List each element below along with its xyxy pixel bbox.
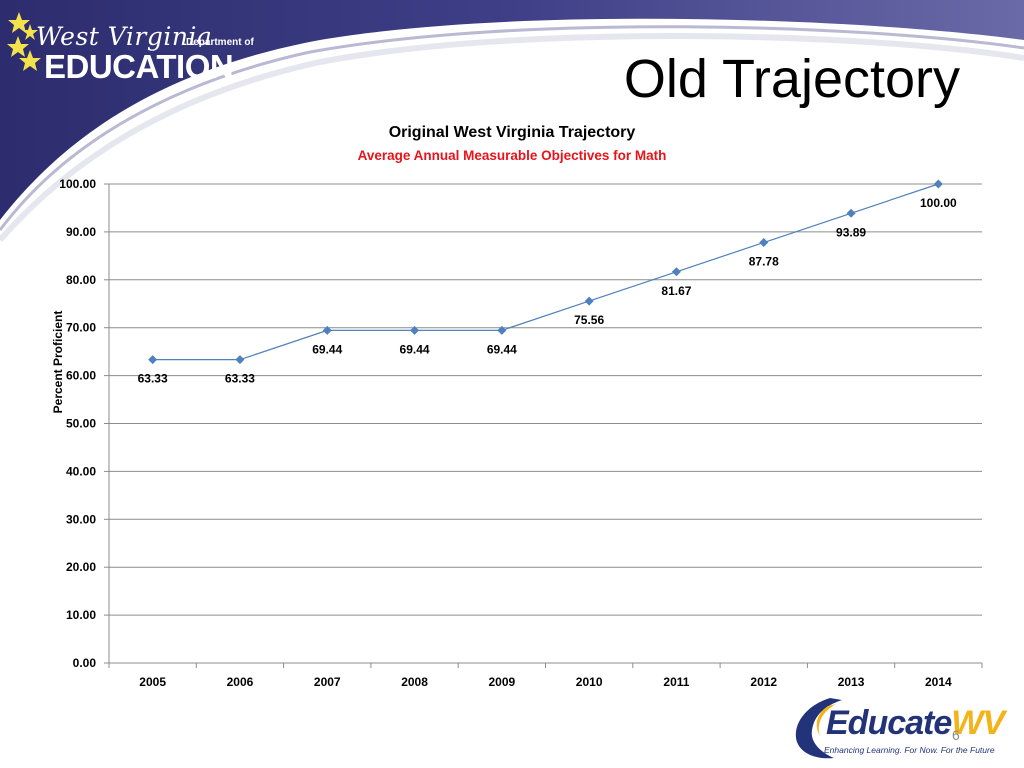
data-point xyxy=(933,179,943,189)
data-label: 100.00 xyxy=(920,196,957,210)
data-point xyxy=(410,325,420,335)
y-tick-label: 0.00 xyxy=(73,656,97,670)
page-number: 6 xyxy=(952,727,960,743)
x-tick-label: 2011 xyxy=(663,675,689,689)
data-point xyxy=(759,238,769,248)
y-tick-label: 10.00 xyxy=(66,608,96,622)
wv-word: WV xyxy=(951,704,1005,742)
x-tick-label: 2008 xyxy=(401,675,428,689)
data-label: 69.44 xyxy=(400,342,430,356)
data-label: 63.33 xyxy=(225,372,255,386)
series-line xyxy=(152,183,939,361)
series-math xyxy=(148,179,943,365)
y-tick-label: 90.00 xyxy=(66,225,96,239)
axes xyxy=(104,183,983,668)
educate-wv-wordmark: EducateWV xyxy=(826,704,1005,743)
y-tick-label: 100.00 xyxy=(59,177,96,191)
y-tick-label: 70.00 xyxy=(66,321,96,335)
x-tick-label: 2005 xyxy=(139,675,166,689)
slide-title: Old Trajectory xyxy=(623,49,960,109)
data-label: 93.89 xyxy=(836,225,866,239)
x-tick-label: 2013 xyxy=(838,675,865,689)
y-tick-label: 50.00 xyxy=(66,417,96,431)
logo-dept-text: Department of xyxy=(186,37,254,48)
data-label: 81.67 xyxy=(661,284,691,298)
logo-script-text: West Virginia xyxy=(36,22,213,51)
logo-main-text: EDUCATION xyxy=(44,48,234,85)
data-label: 63.33 xyxy=(138,372,168,386)
data-label: 69.44 xyxy=(312,342,342,356)
data-point xyxy=(846,208,856,218)
x-tick-label: 2006 xyxy=(227,675,254,689)
chart-subtitle: Average Annual Measurable Objectives for… xyxy=(357,148,667,163)
data-point xyxy=(497,325,507,335)
gridlines xyxy=(109,183,982,616)
data-point xyxy=(148,355,158,365)
educate-word: Educate xyxy=(826,704,952,742)
y-tick-label: 80.00 xyxy=(66,273,96,287)
y-tick-label: 40.00 xyxy=(66,464,96,478)
y-tick-label: 20.00 xyxy=(66,560,96,574)
y-axis-ticks: 0.00 10.00 20.00 30.00 40.00 50.00 60.00 70.00 8… xyxy=(59,177,96,670)
tagline: Enhancing Learning. For Now. For the Fut… xyxy=(824,745,995,755)
educate-wv-logo xyxy=(795,698,842,759)
data-label: 87.78 xyxy=(749,255,779,269)
data-label: 69.44 xyxy=(487,342,517,356)
x-tick-label: 2012 xyxy=(750,675,777,689)
data-point xyxy=(322,325,332,335)
data-point xyxy=(235,355,245,365)
data-point xyxy=(671,267,681,277)
chart-title: Original West Virginia Trajectory xyxy=(388,124,636,141)
x-tick-label: 2014 xyxy=(925,675,952,689)
x-tick-label: 2007 xyxy=(314,675,341,689)
x-axis-ticks: 2005 2006 2007 2008 2009 2010 2011 2012 2013 2014 xyxy=(139,675,952,689)
data-point xyxy=(584,296,594,306)
x-tick-label: 2009 xyxy=(488,675,515,689)
y-tick-label: 30.00 xyxy=(66,512,96,526)
x-tick-label: 2010 xyxy=(576,675,603,689)
y-tick-label: 60.00 xyxy=(66,369,96,383)
data-label: 75.56 xyxy=(574,313,604,327)
data-labels: 63.33 63.33 69.44 69.44 69.44 75.56 81.67 87.78… xyxy=(138,196,957,386)
stars-icon xyxy=(7,12,41,71)
y-axis-label: Percent Proficient xyxy=(51,311,65,414)
